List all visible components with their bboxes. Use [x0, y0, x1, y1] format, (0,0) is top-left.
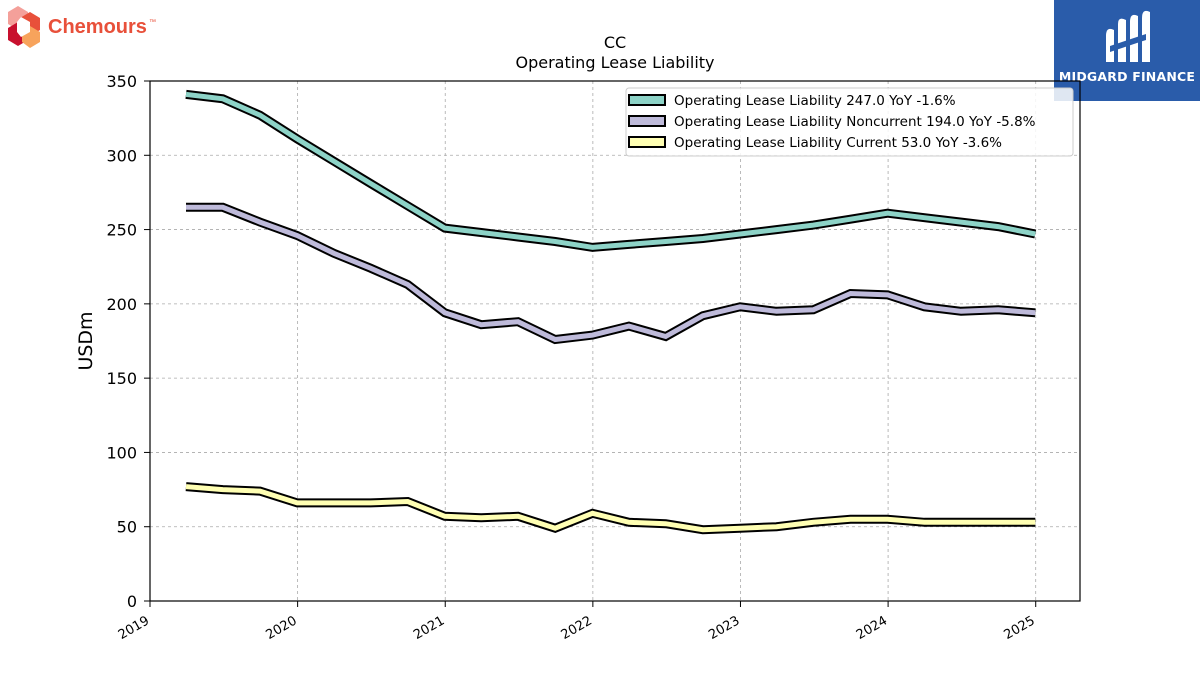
x-tick-label: 2020 [263, 613, 299, 643]
x-tick-label: 2024 [854, 613, 890, 643]
legend-label: Operating Lease Liability 247.0 YoY -1.6… [674, 93, 956, 109]
x-tick-label: 2023 [706, 613, 742, 643]
legend-swatch [628, 136, 666, 148]
series-line-fill [186, 204, 1036, 343]
y-tick-label: 150 [106, 369, 137, 388]
series-line [185, 89, 1037, 252]
legend-label: Operating Lease Liability Noncurrent 194… [674, 114, 1036, 130]
chart-subtitle: Operating Lease Liability [515, 53, 714, 72]
y-axis-label: USDm [75, 311, 97, 370]
series-line-fill [185, 91, 1036, 250]
legend-box [625, 87, 1074, 157]
legend: Operating Lease Liability 247.0 YoY -1.6… [625, 87, 1074, 157]
x-tick-label: 2021 [411, 613, 447, 643]
chemours-logo: Chemours ™ [4, 4, 164, 48]
legend-label: Operating Lease Liability Current 53.0 Y… [674, 135, 1002, 151]
series-layer [185, 89, 1037, 535]
series-line [186, 202, 1036, 345]
y-tick-label: 50 [117, 518, 137, 537]
y-axis: 0 50 100 150 200 250 300 350 [106, 72, 150, 611]
x-tick-label: 2022 [559, 613, 595, 643]
x-axis: 2019 2020 2021 2022 2023 2024 2025 [116, 601, 1038, 643]
legend-item: Operating Lease Liability Current 53.0 Y… [628, 135, 1002, 151]
midgard-finance-logo: MIDGARD FINANCE [1054, 0, 1200, 101]
series-line-outline [186, 202, 1036, 345]
legend-item: Operating Lease Liability 247.0 YoY -1.6… [628, 93, 956, 109]
x-tick-label: 2025 [1002, 613, 1038, 643]
legend-item: Operating Lease Liability Noncurrent 194… [628, 114, 1036, 130]
chemours-wordmark: Chemours [48, 16, 147, 38]
chart-title: CC [604, 33, 626, 52]
plot-frame [149, 80, 1081, 602]
y-tick-label: 300 [106, 146, 137, 165]
midgard-finance-wordmark: MIDGARD FINANCE [1058, 69, 1196, 84]
legend-swatch [628, 94, 666, 106]
y-tick-label: 100 [106, 443, 137, 462]
midgard-emblem-icon [1106, 10, 1150, 63]
y-tick-label: 250 [106, 221, 137, 240]
chemours-hexagon-icon [8, 6, 40, 48]
legend-swatch [628, 115, 666, 127]
y-tick-label: 200 [106, 295, 137, 314]
series-line-fill [185, 484, 1036, 533]
y-tick-label: 350 [106, 72, 137, 91]
series-line [185, 482, 1036, 535]
y-tick-label: 0 [127, 592, 137, 611]
chemours-trademark: ™ [149, 19, 156, 26]
x-tick-label: 2019 [116, 613, 152, 643]
